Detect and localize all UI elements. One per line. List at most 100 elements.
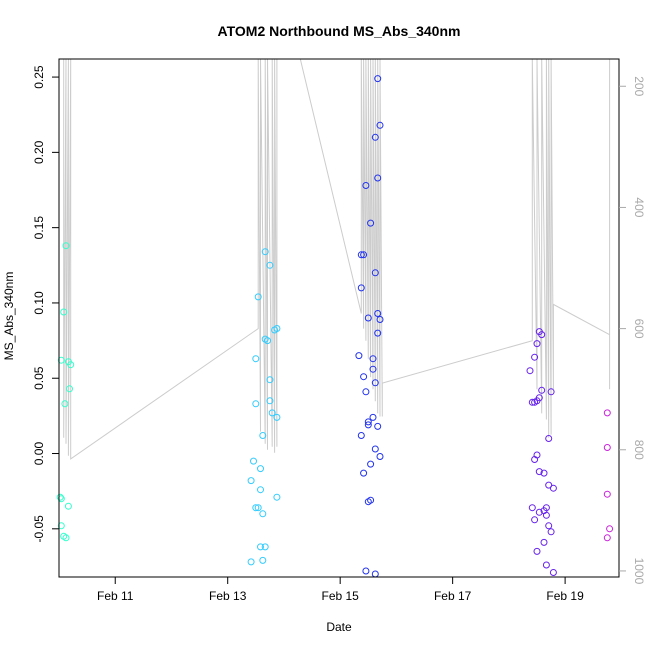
y2-tick-label: 400 xyxy=(632,197,646,217)
data-point xyxy=(531,398,539,406)
data-point xyxy=(261,248,269,256)
data-point xyxy=(259,432,267,439)
data-point xyxy=(538,386,546,394)
data-point xyxy=(369,413,377,421)
data-point xyxy=(362,182,370,189)
data-points-layer xyxy=(56,75,614,578)
data-point xyxy=(254,293,262,301)
data-point xyxy=(374,329,382,337)
x-axis: Feb 11 Feb 13 Feb 15 Feb 17 Feb 19 xyxy=(97,577,584,603)
data-point xyxy=(545,522,553,530)
x-tick-label: Feb 11 xyxy=(97,589,134,603)
data-point xyxy=(252,504,260,512)
data-point xyxy=(371,269,379,277)
data-point xyxy=(362,567,370,575)
data-point xyxy=(606,525,614,533)
data-point xyxy=(264,337,271,345)
y-tick-label: 0.05 xyxy=(32,366,46,390)
y2-tick-label: 200 xyxy=(632,76,646,96)
y2-axis: 200 400 600 800 1000 xyxy=(619,76,646,585)
plot-frame xyxy=(58,58,620,578)
data-point xyxy=(57,522,65,530)
data-point xyxy=(360,373,368,381)
data-point xyxy=(545,481,553,489)
data-point xyxy=(376,121,384,129)
data-point xyxy=(257,486,264,494)
data-point xyxy=(549,484,557,492)
data-point xyxy=(364,314,372,322)
data-point xyxy=(603,409,611,417)
data-point xyxy=(66,385,73,393)
data-point xyxy=(369,365,377,373)
data-point xyxy=(364,421,372,429)
data-point xyxy=(357,284,365,292)
y2-tick-label: 600 xyxy=(632,319,646,339)
x-tick-label: Feb 15 xyxy=(321,589,359,603)
data-point xyxy=(533,547,541,555)
data-point xyxy=(62,242,70,250)
data-point xyxy=(56,493,64,501)
data-point xyxy=(259,510,267,518)
data-point xyxy=(67,361,75,369)
data-point xyxy=(535,468,543,476)
y-tick-label: 0.25 xyxy=(32,65,46,89)
x-tick-label: Feb 19 xyxy=(546,589,584,603)
y2-tick-label: 800 xyxy=(632,440,646,460)
data-point xyxy=(261,543,269,551)
data-point xyxy=(603,444,611,451)
data-point xyxy=(367,219,375,227)
data-point xyxy=(64,502,72,510)
data-point xyxy=(268,409,276,417)
data-point xyxy=(376,316,384,323)
data-point xyxy=(266,376,274,384)
data-point xyxy=(547,528,555,536)
data-point xyxy=(371,133,379,141)
data-point xyxy=(60,308,68,316)
data-point xyxy=(252,355,260,363)
data-point xyxy=(374,174,382,182)
data-point xyxy=(549,569,557,576)
data-point xyxy=(257,465,264,473)
data-point xyxy=(603,534,611,542)
x-tick-label: Feb 13 xyxy=(209,589,247,603)
data-point xyxy=(369,355,377,363)
data-point xyxy=(266,397,274,405)
y-tick-label: -0.05 xyxy=(32,515,46,543)
data-point xyxy=(603,490,611,498)
data-point xyxy=(357,251,365,259)
data-point xyxy=(526,367,534,375)
data-point xyxy=(247,477,255,485)
data-point xyxy=(252,400,260,408)
y-axis-label: MS_Abs_340nm xyxy=(2,272,16,361)
data-point xyxy=(371,445,379,453)
data-point xyxy=(374,75,382,83)
data-point xyxy=(271,326,279,334)
y-axis: -0.05 0.00 0.05 0.10 0.15 0.20 0.25 xyxy=(32,65,59,542)
data-point xyxy=(371,379,379,387)
data-point xyxy=(538,331,546,339)
data-point xyxy=(533,340,541,348)
y-tick-label: 0.00 xyxy=(32,442,46,466)
data-point xyxy=(62,534,70,542)
data-point xyxy=(259,556,267,564)
y-tick-label: 0.10 xyxy=(32,291,46,315)
data-point xyxy=(374,310,382,317)
data-point xyxy=(247,558,255,566)
data-point xyxy=(57,495,65,503)
data-point xyxy=(374,422,382,430)
data-point xyxy=(535,508,543,516)
data-point xyxy=(250,457,257,465)
data-point xyxy=(273,413,281,421)
data-point xyxy=(57,356,65,364)
data-point xyxy=(364,418,372,426)
data-point xyxy=(257,543,264,551)
data-point xyxy=(61,400,69,408)
x-axis-label: Date xyxy=(326,620,352,634)
data-point xyxy=(273,493,281,501)
x-tick-label: Feb 17 xyxy=(434,589,472,603)
data-point xyxy=(528,398,536,406)
data-point xyxy=(531,516,539,524)
data-point xyxy=(357,432,365,439)
data-point xyxy=(540,538,548,546)
data-point xyxy=(531,456,539,463)
